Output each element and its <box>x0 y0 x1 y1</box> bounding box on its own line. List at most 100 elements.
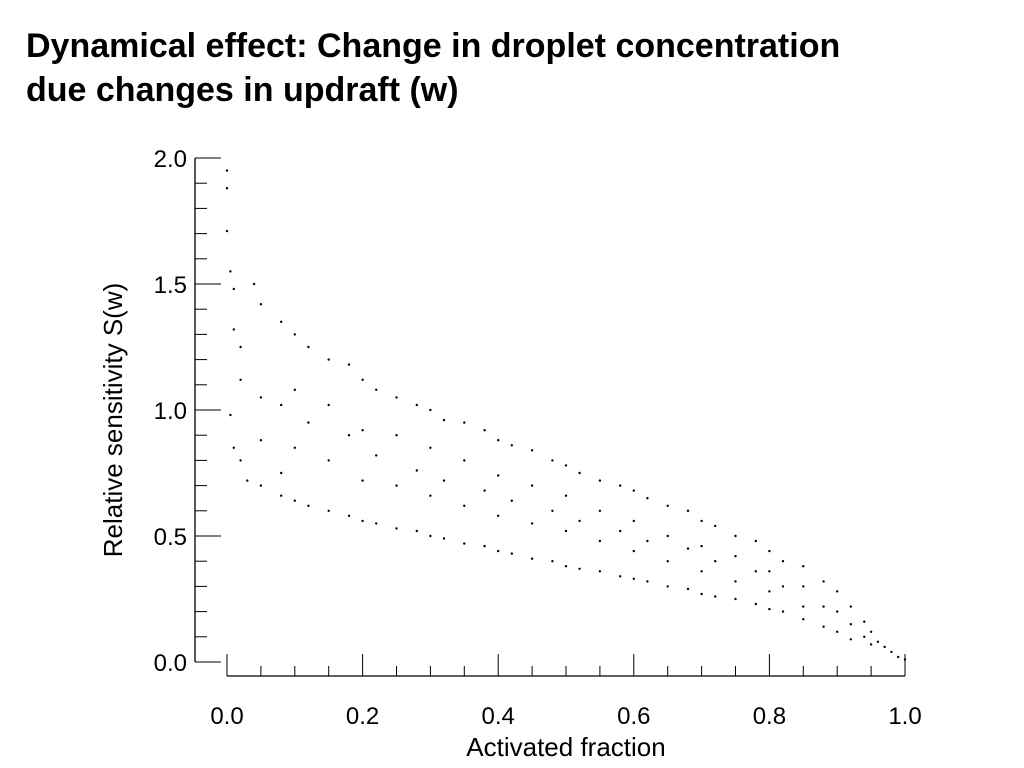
scatter-point <box>246 479 249 482</box>
scatter-point <box>429 534 432 538</box>
scatter-point <box>375 522 378 525</box>
scatter-point <box>802 618 805 621</box>
x-tick-label: 0.4 <box>482 703 515 730</box>
scatter-point <box>700 544 703 548</box>
scatter-point <box>781 585 785 588</box>
scatter-point <box>734 534 737 538</box>
scatter-point <box>259 303 263 306</box>
scatter-point <box>347 363 351 366</box>
scatter-point <box>442 418 446 422</box>
x-axis-label: Activated fraction <box>466 732 665 762</box>
scatter-point <box>280 494 283 497</box>
scatter-point <box>686 547 690 550</box>
scatter-point <box>714 595 717 598</box>
scatter-point <box>890 650 893 654</box>
scatter-point <box>754 539 757 543</box>
scatter-point <box>578 471 581 475</box>
scatter-point <box>347 434 351 437</box>
scatter-point <box>259 484 263 487</box>
scatter-point <box>347 514 351 517</box>
scatter-point <box>700 592 703 596</box>
scatter-point <box>666 560 669 563</box>
scatter-point <box>429 408 432 412</box>
scatter-point <box>802 585 805 588</box>
scatter-point <box>361 429 364 432</box>
scatter-point <box>327 509 330 512</box>
scatter-point <box>510 444 513 447</box>
scatter-point <box>632 549 635 553</box>
scatter-point <box>497 549 500 553</box>
scatter-point <box>903 658 907 661</box>
scatter-point <box>239 378 242 381</box>
scatter-point <box>632 519 635 523</box>
x-axis: 0.0 0.2 0.4 0.6 0.8 1.0 <box>210 654 922 730</box>
scatter-point <box>619 575 622 578</box>
scatter-point <box>883 645 886 649</box>
scatter-point <box>869 643 873 646</box>
scatter-point <box>564 494 568 497</box>
y-tick-label: 1.5 <box>154 272 187 299</box>
scatter-point <box>714 524 717 528</box>
scatter-point <box>632 489 635 492</box>
scatter-point <box>327 459 330 462</box>
scatter-point <box>551 560 554 563</box>
scatter-point <box>863 635 866 638</box>
scatter-point <box>280 471 283 475</box>
scatter-point <box>686 509 690 512</box>
scatter-point <box>646 580 649 583</box>
scatter-point <box>293 446 296 449</box>
scatter-point <box>564 464 568 467</box>
scatter-point <box>293 333 296 336</box>
scatter-point <box>307 504 310 507</box>
scatter-point <box>293 388 296 391</box>
scatter-point <box>598 479 602 482</box>
scatter-point <box>897 655 900 659</box>
scatter-point <box>768 607 771 611</box>
scatter-point <box>822 605 825 608</box>
scatter-point <box>666 534 669 538</box>
scatter-point <box>497 439 500 442</box>
scatter-point <box>632 577 635 580</box>
y-axis-label: Relative sensitivity S(w) <box>98 283 128 558</box>
scatter-point <box>225 187 229 190</box>
y-tick-label: 2.0 <box>154 146 187 173</box>
scatter-point <box>876 640 880 643</box>
scatter-point <box>869 630 873 633</box>
scatter-point <box>768 590 771 593</box>
scatter-point <box>849 605 852 608</box>
scatter-point <box>229 270 232 273</box>
scatter-point <box>564 565 568 568</box>
scatter-point <box>395 527 398 530</box>
slide-title-line-2: due changes in updraft (w) <box>26 71 459 109</box>
scatter-point <box>307 421 310 424</box>
scatter-point <box>666 585 669 588</box>
scatter-point <box>564 529 568 533</box>
scatter-point <box>700 519 703 523</box>
y-tick-label: 0.5 <box>154 524 187 551</box>
scatter-point <box>619 529 622 533</box>
scatter-point <box>259 439 263 442</box>
scatter-point <box>415 469 418 472</box>
scatter-point <box>781 610 785 613</box>
scatter-point <box>280 403 283 407</box>
scatter-point <box>232 328 235 331</box>
scatter-point <box>361 479 364 482</box>
scatter-point <box>415 403 418 407</box>
scatter-point <box>463 459 466 462</box>
scatter-point <box>229 413 232 417</box>
scatter-point <box>598 539 602 543</box>
scatter-point <box>225 229 229 233</box>
scatter-point <box>442 479 446 482</box>
slide-title-line-1: Dynamical effect: Change in droplet conc… <box>26 27 841 65</box>
scatter-point <box>863 620 866 623</box>
scatter-point <box>395 484 398 487</box>
x-tick-label: 0.6 <box>617 703 650 730</box>
scatter-point <box>734 580 737 583</box>
scatter-point <box>415 529 418 533</box>
scatter-point <box>754 602 757 606</box>
scatter-point <box>666 504 669 507</box>
scatter-point <box>463 504 466 507</box>
scatter-point <box>802 565 805 568</box>
x-tick-label: 0.0 <box>210 703 243 730</box>
scatter-point <box>598 509 602 512</box>
